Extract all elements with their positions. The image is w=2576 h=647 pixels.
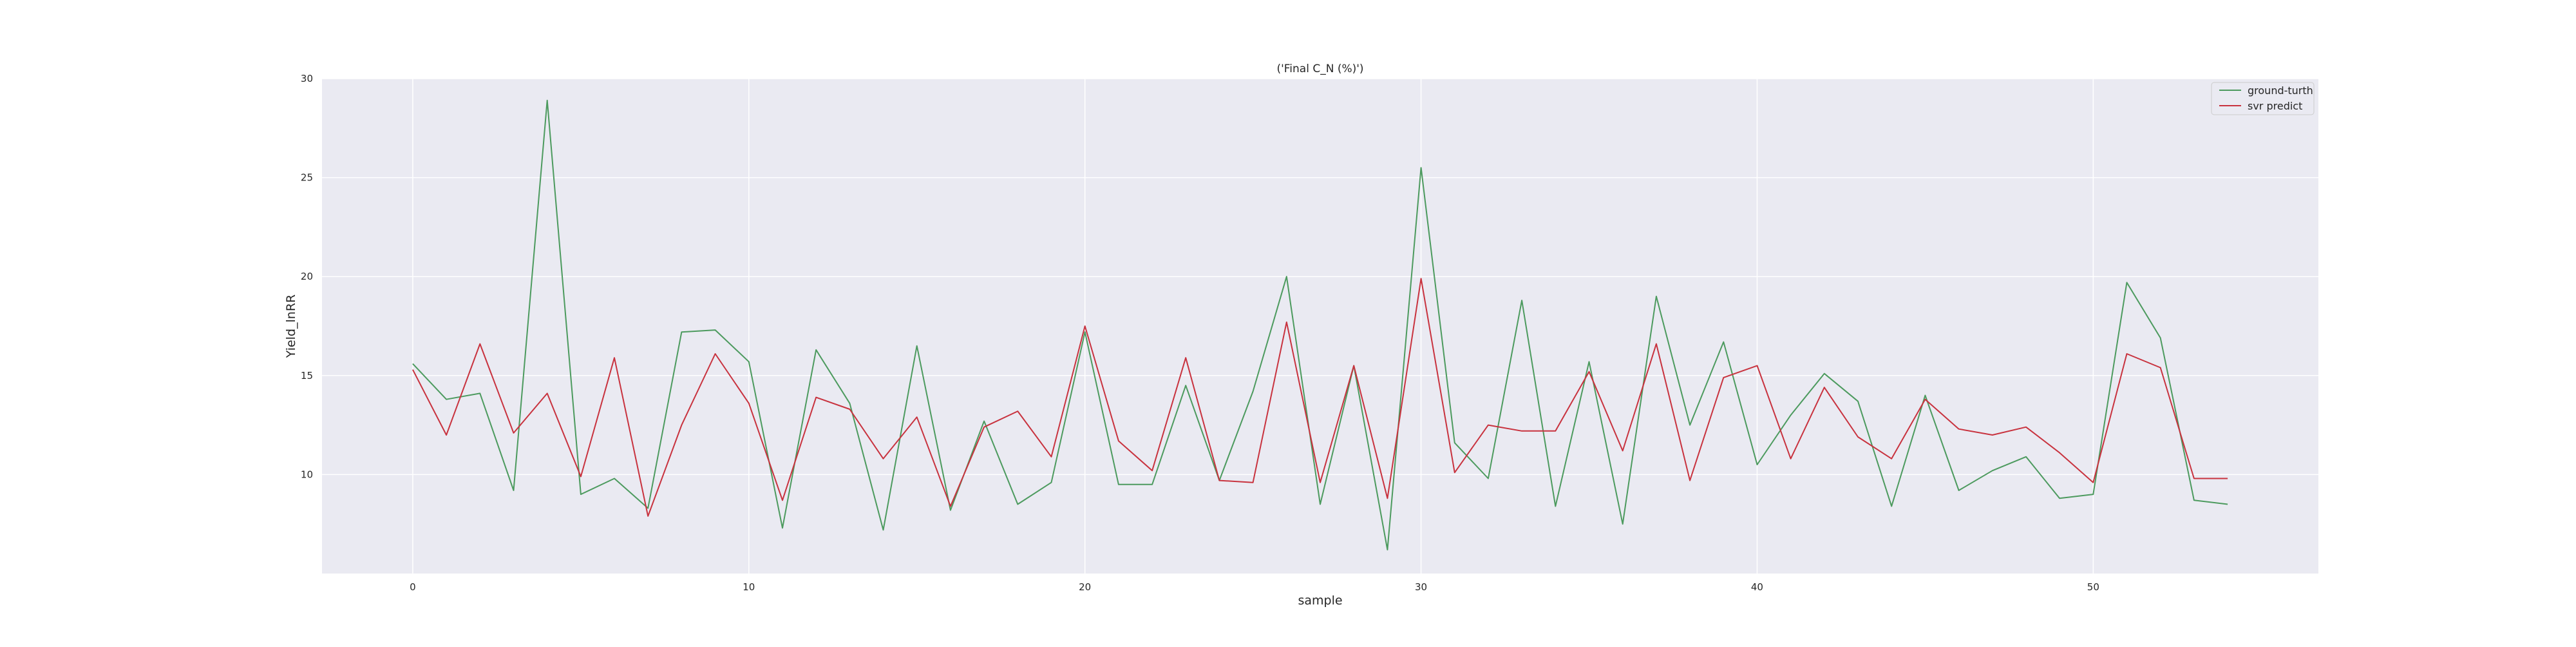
- legend-label-svr-predict: svr predict: [2248, 100, 2302, 112]
- chart-title: ('Final C_N (%)'): [1276, 63, 1363, 75]
- legend: ground-turth svr predict: [2211, 82, 2315, 115]
- plot-background: [322, 79, 2318, 574]
- x-tick-label: 30: [1415, 581, 1427, 593]
- x-tick-label: 0: [410, 581, 416, 593]
- y-tick-label: 15: [301, 370, 313, 381]
- x-tick-label: 20: [1079, 581, 1091, 593]
- y-tick-label: 25: [301, 172, 313, 184]
- x-tick-label: 10: [743, 581, 755, 593]
- x-axis-label: sample: [1298, 594, 1342, 608]
- series-line-ground-turth: [412, 99, 2228, 551]
- series-lines: [412, 99, 2228, 551]
- y-tick-label: 20: [301, 271, 313, 282]
- legend-label-ground-turth: ground-turth: [2248, 84, 2313, 97]
- tick-labels: 0 10 20 30 40 50 10 15 20 25 30: [301, 73, 2099, 593]
- y-tick-label: 10: [301, 468, 313, 480]
- x-tick-label: 50: [2087, 581, 2099, 593]
- x-tick-label: 40: [1751, 581, 1763, 593]
- y-axis-label: Yield_lnRR: [284, 295, 298, 358]
- y-tick-label: 30: [301, 73, 313, 84]
- series-line-svr-predict: [412, 278, 2228, 517]
